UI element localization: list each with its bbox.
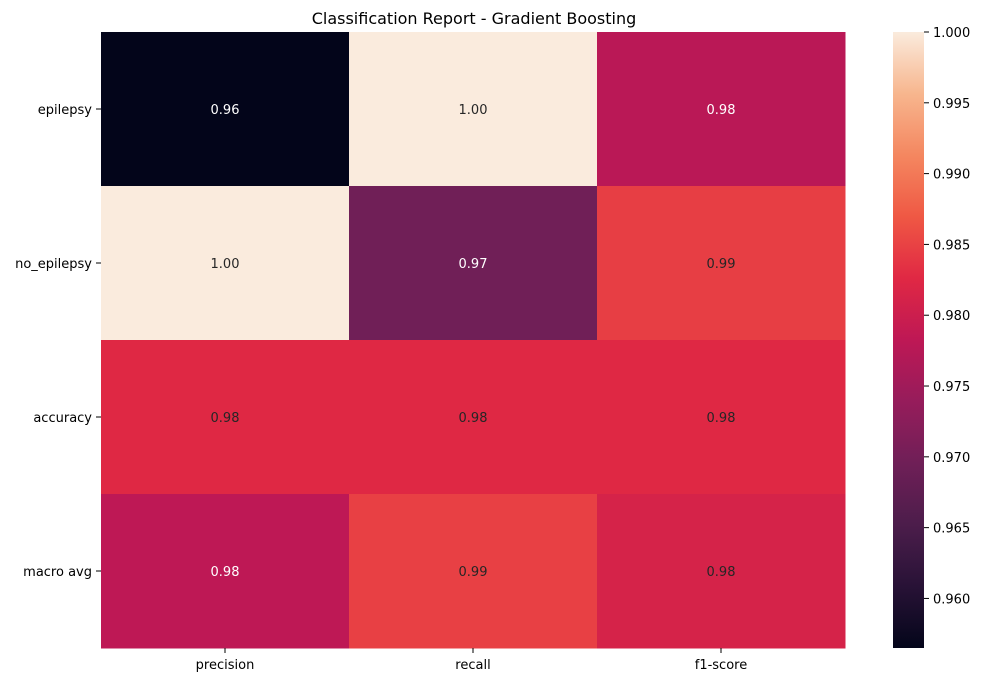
heatmap-cell (349, 340, 598, 495)
colorbar-tick-label: 0.960 (933, 592, 970, 607)
cell-value-label: 0.97 (459, 257, 488, 272)
heatmap-cell (597, 494, 846, 649)
colorbar: 0.960 0.965 0.970 0.975 0.980 0.985 0.990 0.995… (893, 26, 970, 648)
cell-value-label: 0.98 (211, 411, 240, 426)
heatmap-cell (101, 494, 350, 649)
x-axis: precision recall f1-score (196, 648, 747, 673)
x-tick-label: precision (196, 658, 255, 673)
heatmap-cell (349, 494, 598, 649)
heatmap-cell (349, 186, 598, 341)
cell-value-label: 1.00 (459, 103, 488, 118)
colorbar-tick-label: 0.985 (933, 238, 970, 253)
colorbar-tick-label: 0.980 (933, 309, 970, 324)
heatmap-cell-labels: 0.96 1.00 0.98 1.00 0.97 0.99 0.98 0.98 0.98 0.98… (211, 103, 736, 580)
cell-value-label: 0.98 (707, 565, 736, 580)
heatmap-cell (101, 32, 350, 187)
cell-value-label: 0.98 (459, 411, 488, 426)
y-tick-label: macro avg (23, 565, 92, 580)
cell-value-label: 0.98 (211, 565, 240, 580)
colorbar-tick-label: 0.995 (933, 97, 970, 112)
y-tick-label: epilepsy (38, 103, 92, 118)
x-tick-label: f1-score (695, 658, 747, 673)
cell-value-label: 0.99 (459, 565, 488, 580)
y-axis: epilepsy no_epilepsy accuracy macro avg (15, 103, 101, 580)
cell-value-label: 0.96 (211, 103, 240, 118)
heatmap-cell (349, 32, 598, 187)
colorbar-tick-label: 0.975 (933, 380, 970, 395)
y-tick-label: no_epilepsy (15, 257, 92, 272)
heatmap-cell (597, 340, 846, 495)
colorbar-tick-label: 0.990 (933, 168, 970, 183)
heatmap-cell (101, 186, 350, 341)
y-tick-label: accuracy (33, 411, 92, 426)
cell-value-label: 0.98 (707, 411, 736, 426)
colorbar-tick-label: 0.970 (933, 451, 970, 466)
cell-value-label: 0.98 (707, 103, 736, 118)
colorbar-tick-label: 1.000 (933, 26, 970, 41)
colorbar-tick-label: 0.965 (933, 522, 970, 537)
x-tick-label: recall (455, 658, 490, 673)
cell-value-label: 0.99 (707, 257, 736, 272)
colorbar-gradient (893, 32, 924, 648)
heatmap-cells (101, 32, 846, 649)
heatmap-cell (101, 340, 350, 495)
heatmap-cell (597, 32, 846, 187)
cell-value-label: 1.00 (211, 257, 240, 272)
heatmap-cell (597, 186, 846, 341)
chart-title: Classification Report - Gradient Boostin… (312, 9, 637, 28)
